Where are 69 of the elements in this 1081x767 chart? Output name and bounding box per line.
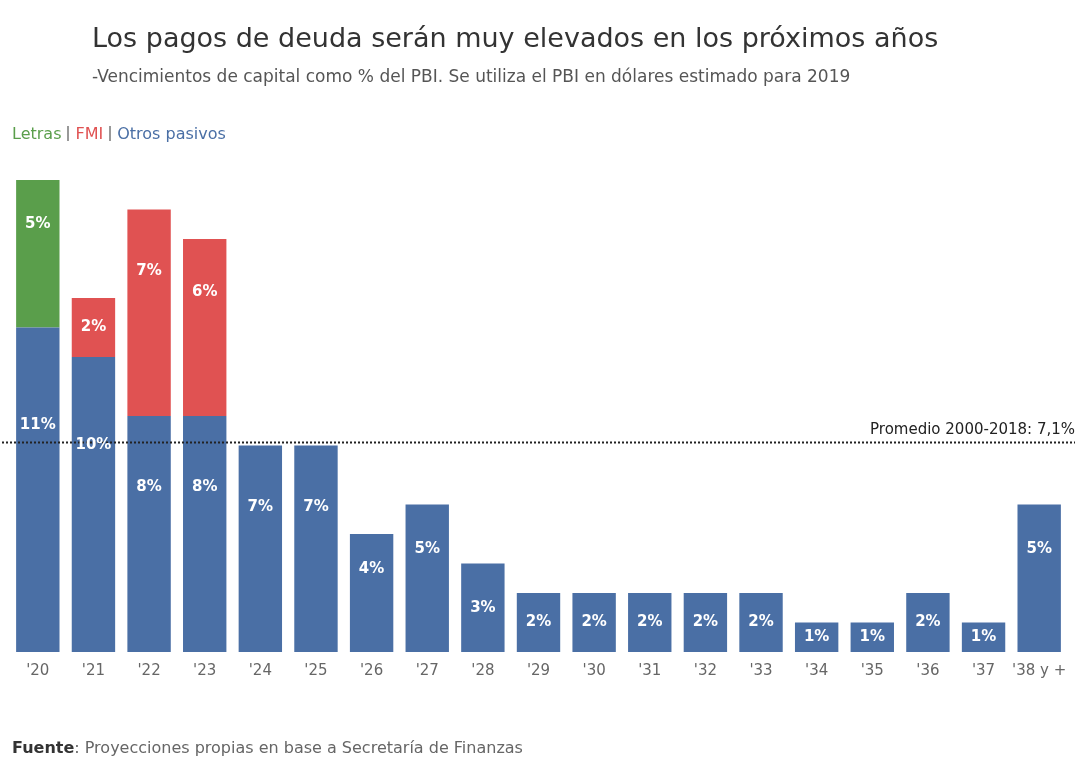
x-tick-label: '34 [805,660,829,679]
bar [127,209,171,416]
bar [71,298,116,357]
text: Letras [12,124,62,143]
x-tick-label: '36 [916,660,940,679]
x-tick-label: '28 [471,660,495,679]
text: Otros pasivos [117,124,226,143]
ref-line-label: Promedio 2000-2018: 7,1% [870,419,1075,438]
x-tick-label: '33 [749,660,773,679]
bar [294,445,338,652]
data-label: 2% [692,612,719,631]
bar [683,593,728,652]
x-tick-label: '38 y + [1012,660,1067,679]
data-label: 5% [1026,538,1052,557]
data-label: 7% [247,497,274,516]
data-label: 2% [80,317,107,336]
data-label: 2% [915,612,941,631]
bar [16,327,60,652]
data-label: 2% [581,612,607,631]
bar [516,593,561,652]
x-tick-label: '21 [81,660,106,679]
x-tick-label: '29 [526,660,551,679]
x-tick-label: '35 [860,660,884,679]
bar [127,416,171,652]
chart-subtitle: -Vencimientos de capital como % del PBI. Se utiliza el PBI en dólares estimado para 2019 [92,66,851,86]
bar [183,416,227,652]
x-tick-label: '32 [693,660,717,679]
data-label: 2% [525,612,552,631]
data-label: 7% [303,497,329,516]
data-label: 3% [470,597,496,616]
data-label: 2% [637,612,663,631]
x-tick-label: '31 [638,660,662,679]
x-tick-label: '30 [582,660,606,679]
x-tick-label: '27 [415,660,439,679]
data-label: 5% [414,538,440,557]
data-label: 5% [25,214,51,233]
x-tick-label: '26 [360,660,384,679]
bar [628,593,672,652]
data-label: 6% [191,281,218,300]
x-tick-label: '22 [137,660,161,679]
data-label: 7% [136,261,162,280]
data-label: 8% [191,476,218,495]
bar [1017,504,1061,652]
bar [572,593,616,652]
bar [461,563,505,652]
bar [906,593,950,652]
data-label: 2% [748,612,774,631]
x-tick-label: '20 [26,660,50,679]
bar [16,180,60,328]
data-label: 11% [19,414,56,433]
bar [739,593,783,652]
data-label: 1% [803,627,830,646]
data-label: 1% [970,627,997,646]
bar [238,445,283,652]
data-label: 8% [136,476,162,495]
bar [349,534,394,652]
chart-title: Los pagos de deuda serán muy elevados en los próximos años [92,22,939,53]
data-label: 1% [859,627,886,646]
source-note: Fuente: Proyecciones propias en base a Secretaría de Finanzas [12,738,523,757]
x-tick-label: '37 [971,660,996,679]
bar [183,239,227,416]
bar [405,504,449,652]
x-tick-label: '24 [248,660,272,679]
x-tick-label: '25 [304,660,328,679]
text: FMI [75,124,104,143]
x-tick-label: '23 [193,660,217,679]
data-label: 4% [358,559,385,578]
bar [71,357,116,652]
data-label: 10% [75,435,112,454]
